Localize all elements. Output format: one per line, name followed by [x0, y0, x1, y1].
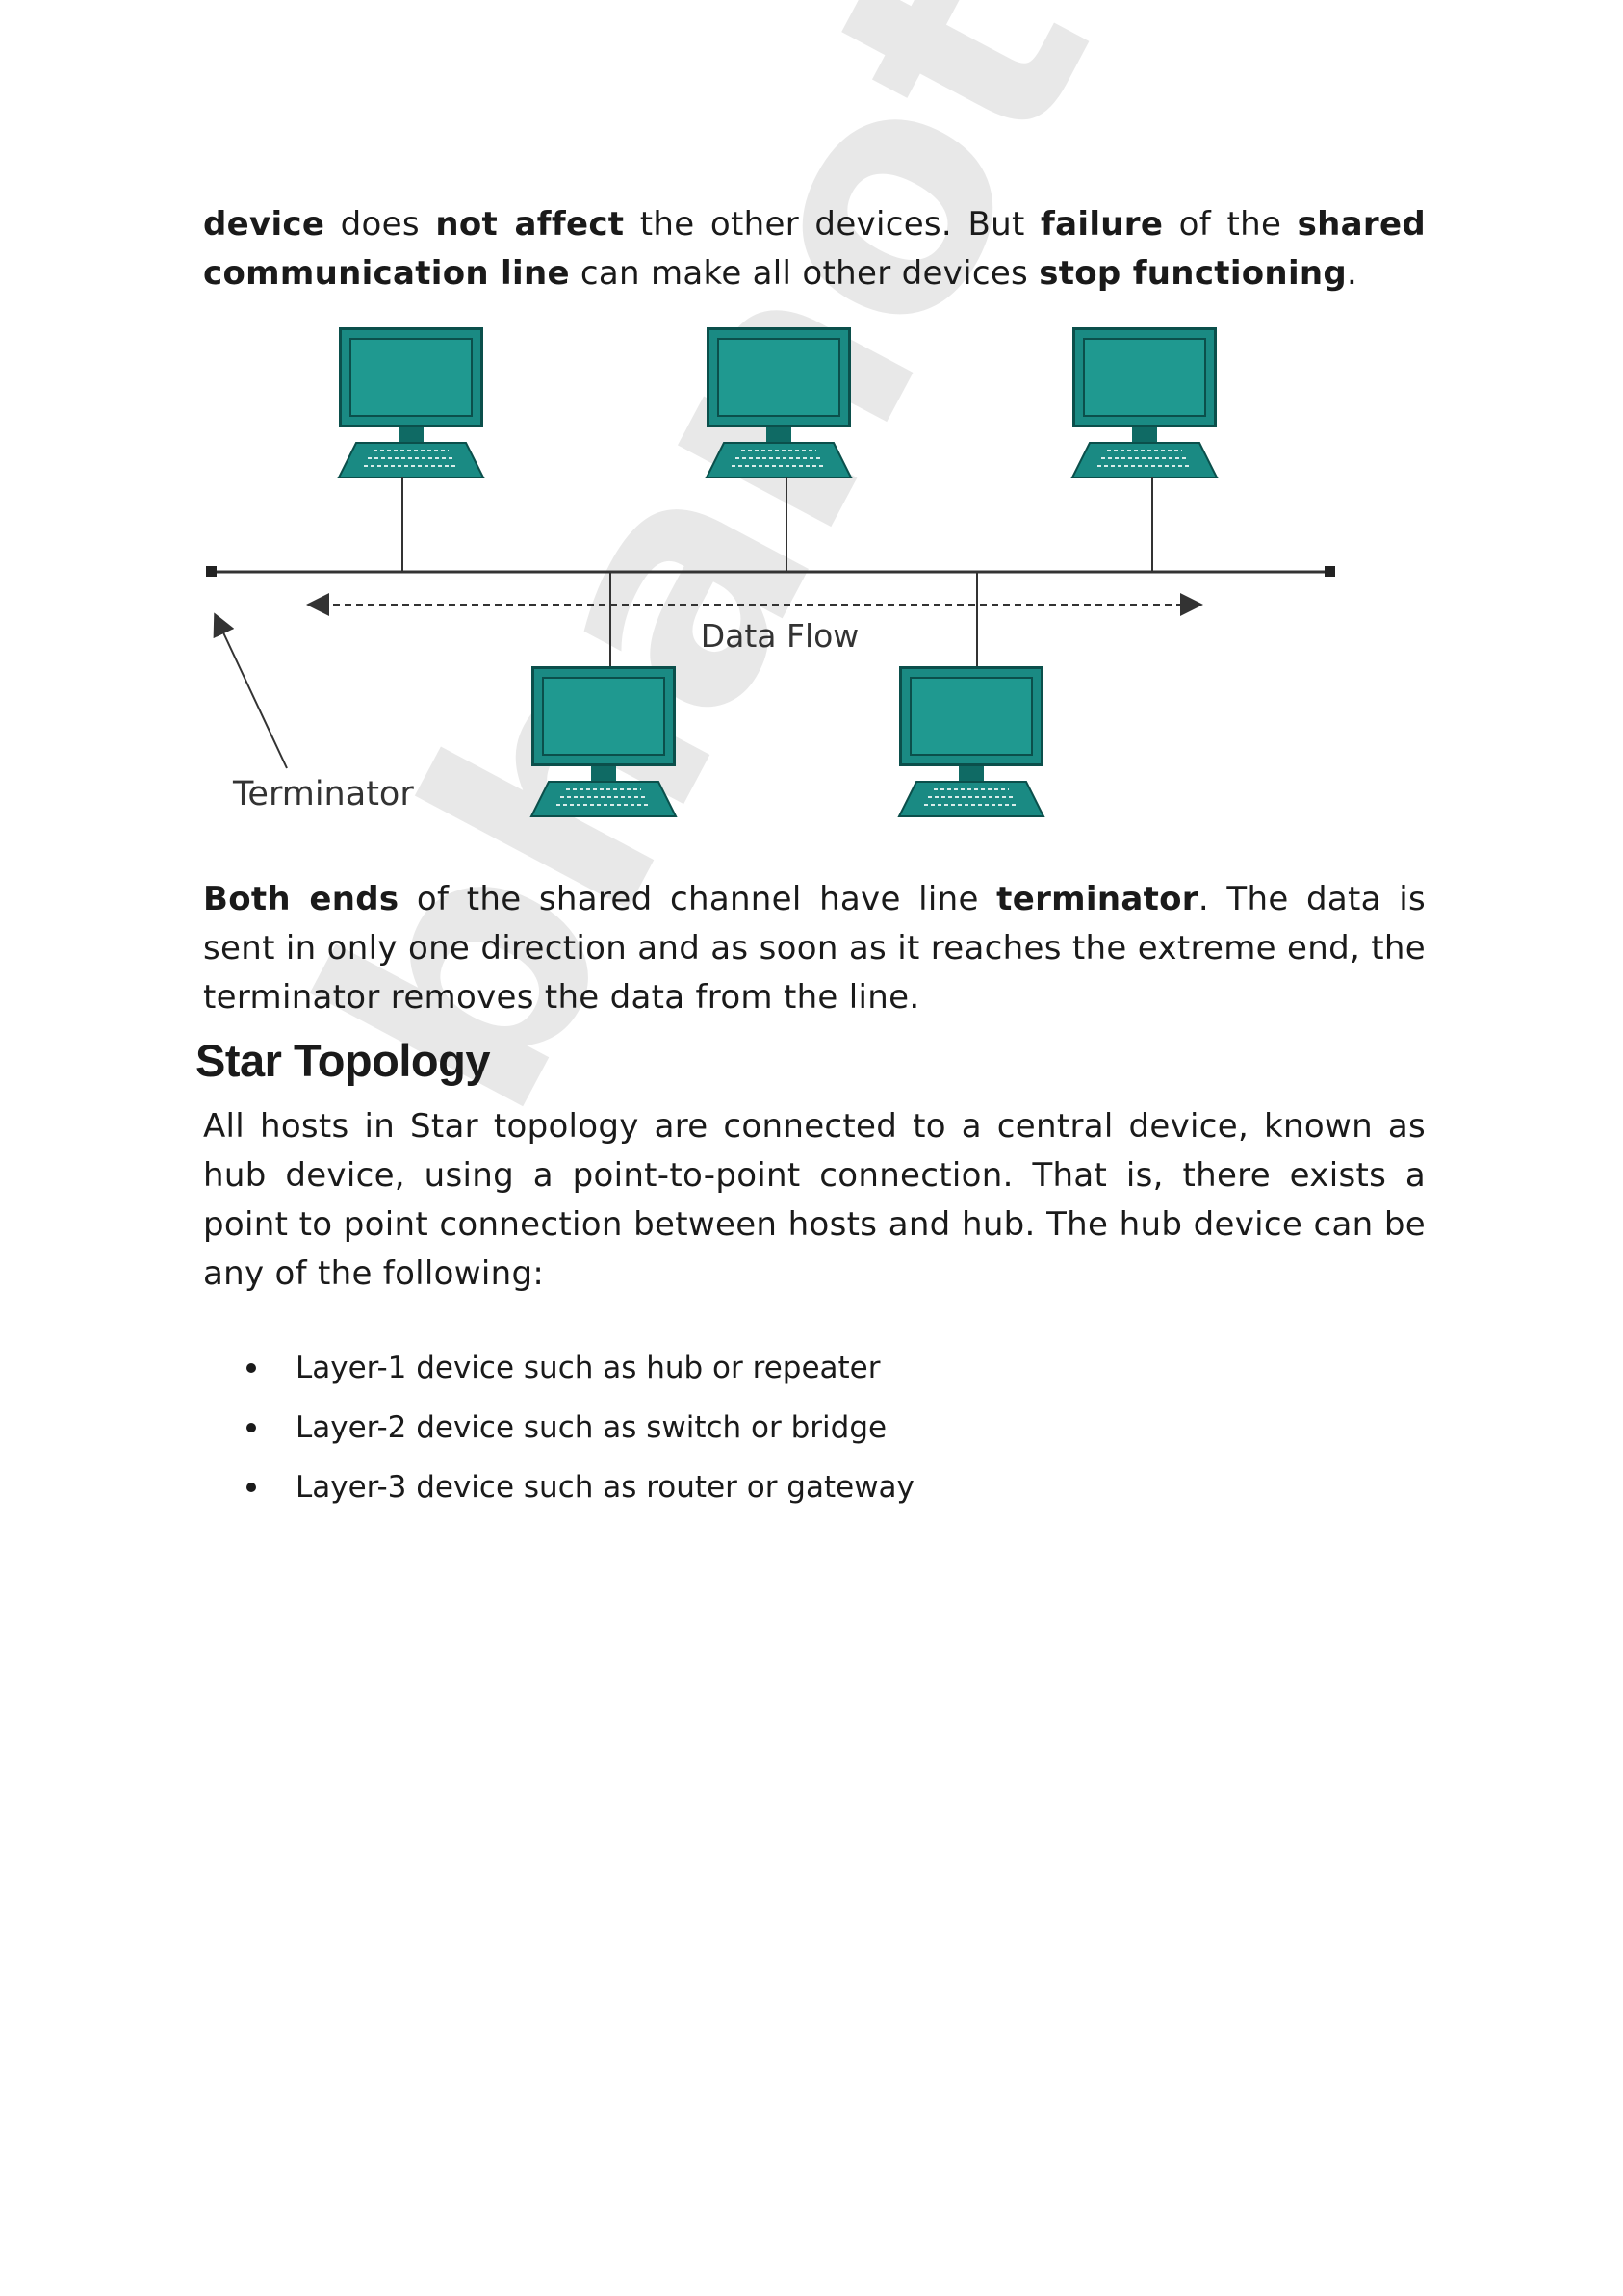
bullet-icon: [246, 1363, 256, 1373]
text: .: [1347, 254, 1358, 293]
terminator-pointer-arrow: [213, 612, 288, 769]
terminator-left: [206, 566, 217, 577]
computer-icon: [530, 665, 677, 817]
hub-device-list: Layer-1 device such as hub or repeater L…: [241, 1338, 915, 1517]
paragraph-terminator: Both ends of the shared channel have lin…: [203, 875, 1426, 1022]
bus-topology-diagram: Data Flow Terminator: [206, 326, 1335, 817]
list-item: Layer-3 device such as router or gateway: [241, 1458, 915, 1517]
bold-text: not affect: [435, 205, 625, 244]
paragraph-bus-failure: device does not affect the other devices…: [203, 200, 1426, 298]
bullet-icon: [246, 1483, 256, 1492]
bullet-icon: [246, 1423, 256, 1432]
data-flow-label: Data Flow: [701, 617, 860, 655]
text: does: [324, 205, 436, 244]
bold-text: failure: [1041, 205, 1164, 244]
computer-icon: [1071, 326, 1218, 478]
computer-icon: [898, 665, 1044, 817]
list-item: Layer-2 device such as switch or bridge: [241, 1398, 915, 1458]
terminator-label: Terminator: [232, 775, 414, 813]
bold-text: terminator: [996, 880, 1198, 918]
terminator-right: [1325, 566, 1335, 577]
text: . The data is sent in only one direction…: [203, 880, 1427, 1017]
bold-text: stop functioning: [1039, 254, 1348, 293]
computer-icon: [338, 326, 484, 478]
paragraph-star-topology: All hosts in Star topology are connected…: [203, 1107, 1426, 1293]
bold-text: device: [203, 205, 325, 244]
bold-text: shared communication line: [203, 205, 1426, 293]
list-item-text: Layer-1 device such as hub or repeater: [296, 1351, 881, 1385]
text: of the shared channel have line: [399, 880, 997, 918]
text: of the: [1163, 205, 1298, 244]
list-item-text: Layer-3 device such as router or gateway: [296, 1470, 915, 1505]
text: the other devices. But: [624, 205, 1042, 244]
list-item: Layer-1 device such as hub or repeater: [241, 1338, 915, 1398]
section-heading: Star Topology: [195, 1035, 490, 1086]
computer-icon: [706, 326, 852, 478]
bold-text: Both ends: [203, 880, 399, 918]
text: can make all other devices: [569, 254, 1040, 293]
list-item-text: Layer-2 device such as switch or bridge: [296, 1410, 888, 1445]
